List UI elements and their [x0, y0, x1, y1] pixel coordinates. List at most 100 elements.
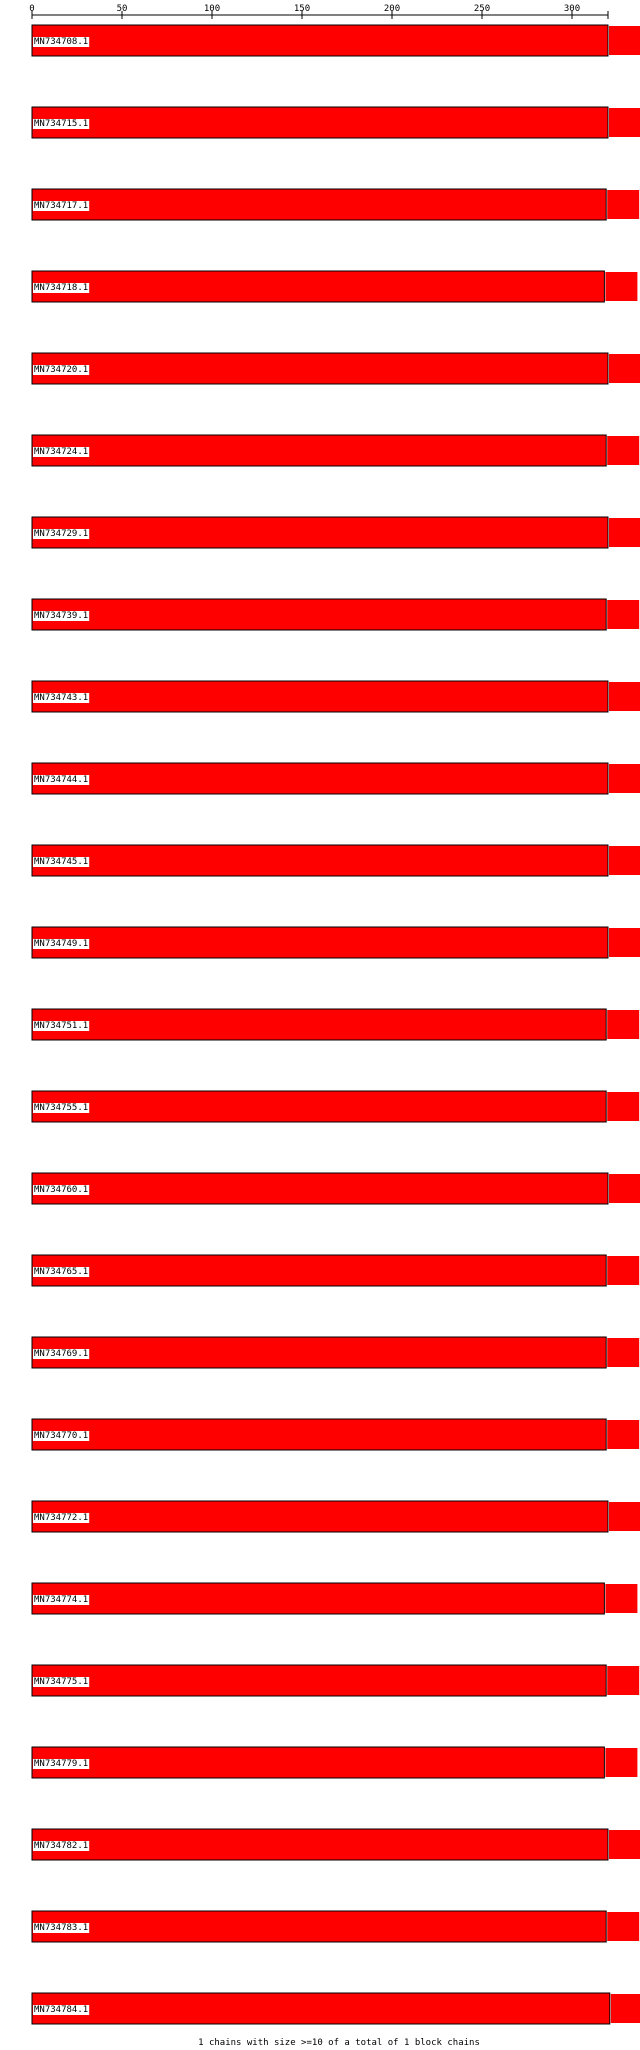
bar-extension	[607, 1420, 640, 1449]
sequence-row: MN734744.1	[31, 762, 640, 795]
alignment-bar[interactable]	[31, 1664, 607, 1697]
sequence-label: MN734783.1	[34, 1923, 88, 1933]
alignment-bar[interactable]	[31, 1992, 611, 2025]
sequence-label-bg	[33, 1349, 90, 1359]
alignment-bar[interactable]	[31, 1828, 609, 1861]
bar-extension	[607, 1092, 640, 1121]
sequence-row: MN734755.1	[31, 1090, 640, 1123]
sequence-label: MN734744.1	[34, 775, 88, 785]
bar-extension	[607, 1010, 640, 1039]
bar-extension	[609, 1830, 640, 1859]
bar-extension	[609, 1502, 640, 1531]
sequence-row: MN734729.1	[31, 516, 640, 549]
footer-summary: 1 chains with size >=10 of a total of 1 …	[198, 2038, 480, 2048]
alignment-bar[interactable]	[31, 188, 607, 221]
sequence-label: MN734784.1	[34, 2005, 88, 2015]
alignment-bar[interactable]	[31, 270, 605, 303]
bar-extension	[609, 108, 640, 137]
sequence-label-bg	[33, 1677, 90, 1687]
bar-extension	[607, 436, 640, 465]
alignment-bar[interactable]	[31, 926, 609, 959]
bar-extension	[607, 1912, 640, 1941]
sequence-label-bg	[33, 529, 90, 539]
bar-extension	[605, 1748, 638, 1777]
sequence-label: MN734745.1	[34, 857, 88, 867]
bar-extension	[609, 1174, 640, 1203]
alignment-bar[interactable]	[31, 1336, 607, 1369]
sequence-label-bg	[33, 2005, 90, 2015]
alignment-bar[interactable]	[31, 1254, 607, 1287]
alignment-bar[interactable]	[31, 1582, 605, 1615]
sequence-row: MN734760.1	[31, 1172, 640, 1205]
sequence-row: MN734784.1	[31, 1992, 640, 2025]
alignment-bar[interactable]	[31, 598, 607, 631]
alignment-bar[interactable]	[31, 1500, 609, 1533]
sequence-label-bg	[33, 611, 90, 621]
alignment-bar[interactable]	[31, 1172, 609, 1205]
axis-tick-label: 50	[117, 4, 128, 14]
sequence-label-bg	[33, 1595, 90, 1605]
alignment-bar[interactable]	[31, 1418, 607, 1451]
alignment-bar[interactable]	[31, 680, 609, 713]
sequence-label-bg	[33, 447, 90, 457]
sequence-label: MN734775.1	[34, 1677, 88, 1687]
axis-tick-label: 0	[29, 4, 34, 14]
sequence-label-bg	[33, 1021, 90, 1031]
bar-extension	[607, 1256, 640, 1285]
sequence-label: MN734779.1	[34, 1759, 88, 1769]
sequence-label-bg	[33, 201, 90, 211]
bar-extension	[609, 682, 640, 711]
sequence-label-bg	[33, 1185, 90, 1195]
axis-tick-label: 100	[204, 4, 220, 14]
alignment-bar[interactable]	[31, 844, 609, 877]
axis-tick-label: 250	[474, 4, 490, 14]
alignment-bar[interactable]	[31, 434, 607, 467]
sequence-row: MN734715.1	[31, 106, 640, 139]
sequence-rows: MN734708.1 MN734715.1 MN734717.1 MN734718.1…	[31, 24, 640, 2025]
sequence-label-bg	[33, 939, 90, 949]
sequence-label-bg	[33, 365, 90, 375]
alignment-bar[interactable]	[31, 762, 609, 795]
alignment-bar[interactable]	[31, 106, 609, 139]
sequence-label: MN734749.1	[34, 939, 88, 949]
sequence-row: MN734708.1	[31, 24, 640, 57]
alignment-bar[interactable]	[31, 1910, 607, 1943]
sequence-label: MN734782.1	[34, 1841, 88, 1851]
sequence-label: MN734765.1	[34, 1267, 88, 1277]
sequence-label: MN734770.1	[34, 1431, 88, 1441]
alignment-bar[interactable]	[31, 1090, 607, 1123]
sequence-row: MN734718.1	[31, 270, 638, 303]
bar-extension	[607, 600, 640, 629]
bar-extension	[607, 1666, 640, 1695]
sequence-label-bg	[33, 775, 90, 785]
sequence-row: MN734774.1	[31, 1582, 638, 1615]
sequence-label: MN734774.1	[34, 1595, 88, 1605]
sequence-label-bg	[33, 1841, 90, 1851]
bar-extension	[610, 1994, 640, 2023]
sequence-label: MN734760.1	[34, 1185, 88, 1195]
alignment-bar[interactable]	[31, 1008, 607, 1041]
sequence-row: MN734765.1	[31, 1254, 640, 1287]
sequence-label: MN734751.1	[34, 1021, 88, 1031]
bar-extension	[607, 1338, 640, 1367]
sequence-label: MN734717.1	[34, 201, 88, 211]
axis-tick-label: 300	[564, 4, 580, 14]
axis-tick-label: 200	[384, 4, 400, 14]
bar-extension	[609, 26, 640, 55]
bar-extension	[607, 190, 640, 219]
alignment-bar[interactable]	[31, 352, 609, 385]
sequence-row: MN734779.1	[31, 1746, 638, 1779]
alignment-bar[interactable]	[31, 24, 609, 57]
sequence-label: MN734720.1	[34, 365, 88, 375]
sequence-label: MN734729.1	[34, 529, 88, 539]
bar-extension	[605, 272, 638, 301]
sequence-row: MN734745.1	[31, 844, 640, 877]
sequence-row: MN734772.1	[31, 1500, 640, 1533]
sequence-row: MN734724.1	[31, 434, 640, 467]
alignment-bar[interactable]	[31, 1746, 605, 1779]
sequence-label: MN734769.1	[34, 1349, 88, 1359]
alignment-bar[interactable]	[31, 516, 609, 549]
bar-extension	[609, 928, 640, 957]
bar-extension	[609, 354, 640, 383]
